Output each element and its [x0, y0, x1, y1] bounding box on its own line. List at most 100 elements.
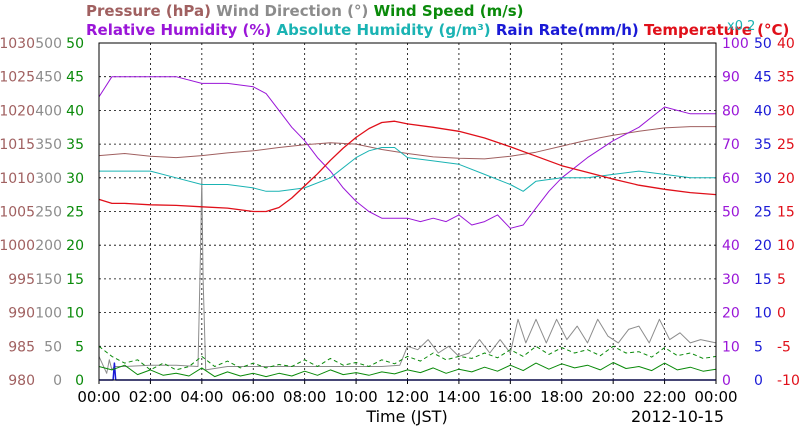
legend-item-wind-speed-m-s: Wind Speed (m/s)	[368, 2, 523, 20]
tick-humidity-40: 40	[722, 238, 740, 254]
series-wind-speed-m-s	[98, 362, 717, 378]
left-axes: 9809859909951000100510101015102010251030…	[0, 36, 84, 389]
x-axis-ticks: 00:00 02:00 04:00 06:00 08:00 10:00 12:00 14:00…	[77, 380, 738, 406]
x-tick-label-9: 18:00	[540, 388, 583, 406]
x-tick-label-2: 04:00	[180, 388, 223, 406]
tick-temperature-25: 25	[777, 137, 795, 153]
rain-scale-note: x0.2	[727, 19, 755, 34]
tick-wind-direction-500: 500	[35, 36, 62, 52]
tick-rain-rate-20: 20	[754, 238, 772, 254]
series-temperature-c	[98, 120, 717, 213]
tick-temperature-40: 40	[777, 36, 795, 52]
tick-wind-speed-30: 30	[66, 171, 84, 187]
tick-wind-direction-350: 350	[35, 137, 62, 153]
series-absolute-humidity-g-m	[99, 147, 716, 192]
tick-rain-rate-25: 25	[754, 205, 772, 221]
legend-line-2: Relative Humidity (%) Absolute Humidity …	[86, 21, 789, 39]
tick-pressure-995: 995	[8, 272, 35, 288]
tick-wind-speed-25: 25	[66, 205, 84, 221]
tick-pressure-990: 990	[8, 306, 35, 322]
tick-wind-speed-15: 15	[66, 272, 84, 288]
tick-wind-direction-250: 250	[35, 205, 62, 221]
tick-temperature-neg5: -5	[777, 339, 791, 355]
tick-wind-speed-50: 50	[66, 36, 84, 52]
tick-rain-rate-30: 30	[754, 171, 772, 187]
tick-pressure-1025: 1025	[0, 70, 35, 86]
x-tick-label-7: 14:00	[437, 388, 480, 406]
tick-wind-direction-300: 300	[35, 171, 62, 187]
legend-item-relative-humidity: Relative Humidity (%)	[86, 21, 271, 39]
tick-humidity-0: 0	[722, 373, 731, 389]
tick-temperature-20: 20	[777, 171, 795, 187]
series-wind-direction	[98, 177, 717, 374]
x-tick-label-6: 12:00	[386, 388, 429, 406]
tick-wind-speed-5: 5	[75, 339, 84, 355]
tick-humidity-100: 100	[722, 36, 749, 52]
tick-temperature-neg10: -10	[777, 373, 800, 389]
right-axes: 0102030405060708090100051015202530354045…	[722, 36, 800, 389]
tick-temperature-35: 35	[777, 70, 795, 86]
plot-frame	[98, 42, 717, 381]
tick-rain-rate-0: 0	[754, 373, 763, 389]
tick-rain-rate-45: 45	[754, 70, 772, 86]
x-tick-label-0: 00:00	[77, 388, 120, 406]
legend-text: Pressure (hPa) Wind Direction (°) Wind S…	[86, 2, 524, 20]
tick-humidity-10: 10	[722, 339, 740, 355]
tick-wind-direction-400: 400	[35, 103, 62, 119]
tick-pressure-1030: 1030	[0, 36, 35, 52]
tick-wind-direction-150: 150	[35, 272, 62, 288]
legend-item-temperature-c: Temperature (°C)	[639, 21, 790, 39]
tick-rain-rate-50: 50	[754, 36, 772, 52]
tick-rain-rate-40: 40	[754, 103, 772, 119]
legend-item-rain-rate-mm-h: Rain Rate(mm/h)	[491, 21, 639, 39]
tick-humidity-60: 60	[722, 171, 740, 187]
tick-humidity-30: 30	[722, 272, 740, 288]
tick-temperature-0: 0	[777, 306, 786, 322]
tick-pressure-1015: 1015	[0, 137, 35, 153]
tick-wind-direction-450: 450	[35, 70, 62, 86]
tick-humidity-20: 20	[722, 306, 740, 322]
tick-pressure-980: 980	[8, 373, 35, 389]
legend-item-pressure-hpa: Pressure (hPa)	[86, 2, 211, 20]
x-tick-label-8: 16:00	[489, 388, 532, 406]
tick-humidity-80: 80	[722, 103, 740, 119]
tick-pressure-1000: 1000	[0, 238, 35, 254]
legend-item-wind-direction: Wind Direction (°)	[211, 2, 368, 20]
x-tick-label-12: 00:00	[694, 388, 737, 406]
tick-temperature-15: 15	[777, 205, 795, 221]
tick-rain-rate-5: 5	[754, 339, 763, 355]
tick-wind-direction-200: 200	[35, 238, 62, 254]
tick-wind-speed-20: 20	[66, 238, 84, 254]
tick-wind-speed-45: 45	[66, 70, 84, 86]
tick-wind-speed-10: 10	[66, 306, 84, 322]
tick-wind-speed-40: 40	[66, 103, 84, 119]
tick-rain-rate-10: 10	[754, 306, 772, 322]
date-label: 2012-10-15	[631, 407, 724, 426]
tick-rain-rate-35: 35	[754, 137, 772, 153]
x-axis-label: Time (JST)	[365, 407, 447, 426]
series-wind-speed-max-m-s	[98, 345, 717, 371]
legend-text: Relative Humidity (%) Absolute Humidity …	[86, 21, 789, 39]
tick-humidity-50: 50	[722, 205, 740, 221]
tick-temperature-5: 5	[777, 272, 786, 288]
tick-wind-direction-100: 100	[35, 306, 62, 322]
x-tick-label-4: 08:00	[283, 388, 326, 406]
tick-rain-rate-15: 15	[754, 272, 772, 288]
legend-item-absolute-humidity-g-m: Absolute Humidity (g/m³)	[271, 21, 490, 39]
tick-wind-speed-0: 0	[75, 373, 84, 389]
tick-pressure-1020: 1020	[0, 103, 35, 119]
x-tick-label-5: 10:00	[334, 388, 377, 406]
tick-pressure-985: 985	[8, 339, 35, 355]
series-layer	[98, 76, 717, 381]
tick-temperature-30: 30	[777, 103, 795, 119]
tick-pressure-1005: 1005	[0, 205, 35, 221]
x-tick-label-3: 06:00	[232, 388, 275, 406]
x-tick-label-11: 22:00	[643, 388, 686, 406]
tick-humidity-90: 90	[722, 70, 740, 86]
x-tick-label-10: 20:00	[592, 388, 635, 406]
tick-wind-speed-35: 35	[66, 137, 84, 153]
tick-humidity-70: 70	[722, 137, 740, 153]
tick-temperature-10: 10	[777, 238, 795, 254]
legend-line-1: Pressure (hPa) Wind Direction (°) Wind S…	[86, 2, 524, 20]
